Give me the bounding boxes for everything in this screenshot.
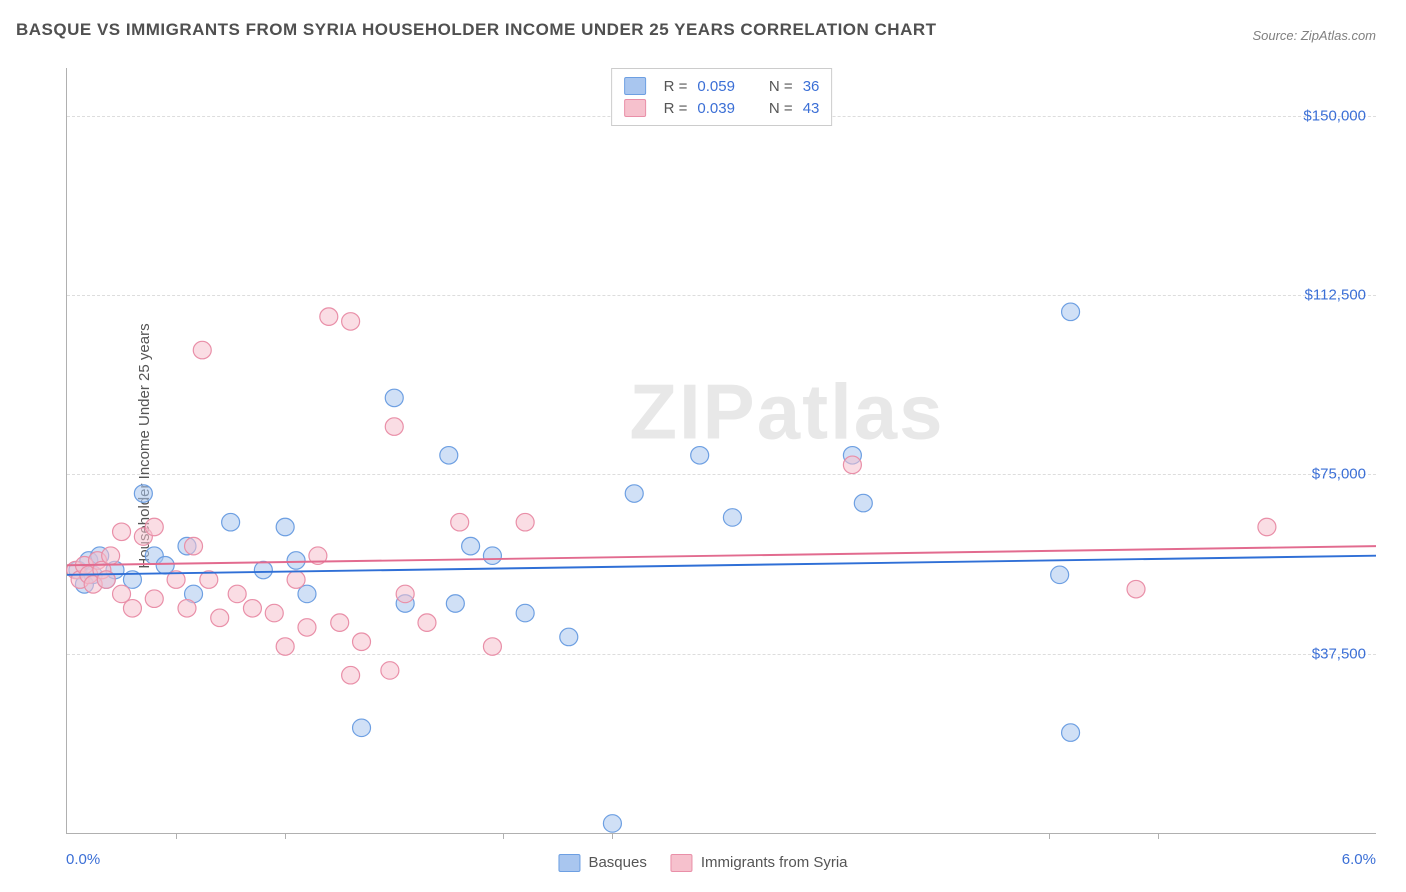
- n-label: N =: [769, 78, 793, 95]
- data-point: [113, 523, 131, 541]
- data-point: [843, 456, 861, 474]
- data-point: [145, 590, 163, 608]
- data-point: [1062, 724, 1080, 742]
- trend-line: [67, 546, 1376, 565]
- legend-item: Basques: [558, 854, 646, 872]
- x-tick: [612, 833, 613, 839]
- data-point: [298, 619, 316, 637]
- data-point: [320, 308, 338, 326]
- data-point: [211, 609, 229, 627]
- data-point: [396, 585, 414, 603]
- x-tick: [1049, 833, 1050, 839]
- source-attribution: Source: ZipAtlas.com: [1252, 28, 1376, 43]
- data-point: [342, 313, 360, 331]
- correlation-legend: R = 0.059 N = 36 R = 0.039 N = 43: [611, 68, 833, 126]
- data-point: [381, 662, 399, 680]
- data-point: [276, 518, 294, 536]
- data-point: [385, 389, 403, 407]
- legend-label: Basques: [588, 854, 646, 871]
- data-point: [1062, 303, 1080, 321]
- data-point: [113, 585, 131, 603]
- data-point: [287, 571, 305, 589]
- data-point: [1051, 566, 1069, 584]
- series-legend: Basques Immigrants from Syria: [558, 854, 847, 872]
- data-point: [331, 614, 349, 632]
- chart-title: BASQUE VS IMMIGRANTS FROM SYRIA HOUSEHOL…: [10, 10, 1396, 48]
- correlation-legend-row: R = 0.039 N = 43: [624, 97, 820, 119]
- scatter-svg: [67, 68, 1376, 833]
- legend-swatch: [671, 854, 693, 872]
- data-point: [603, 815, 621, 833]
- data-point: [178, 600, 196, 618]
- data-point: [185, 537, 203, 555]
- data-point: [276, 638, 294, 656]
- n-label: N =: [769, 100, 793, 117]
- data-point: [228, 585, 246, 603]
- r-value: 0.039: [697, 100, 735, 117]
- legend-swatch: [624, 99, 646, 117]
- legend-swatch: [558, 854, 580, 872]
- data-point: [353, 633, 371, 651]
- data-point: [243, 600, 261, 618]
- legend-item: Immigrants from Syria: [671, 854, 848, 872]
- data-point: [123, 600, 141, 618]
- data-point: [446, 595, 464, 613]
- x-axis-min-label: 0.0%: [66, 851, 100, 868]
- data-point: [560, 628, 578, 646]
- data-point: [440, 447, 458, 465]
- data-point: [418, 614, 436, 632]
- data-point: [625, 485, 643, 503]
- data-point: [1127, 580, 1145, 598]
- x-tick: [503, 833, 504, 839]
- data-point: [134, 485, 152, 503]
- r-label: R =: [664, 100, 688, 117]
- r-label: R =: [664, 78, 688, 95]
- correlation-legend-row: R = 0.059 N = 36: [624, 75, 820, 97]
- data-point: [462, 537, 480, 555]
- data-point: [516, 513, 534, 531]
- data-point: [385, 418, 403, 436]
- data-point: [854, 494, 872, 512]
- data-point: [353, 719, 371, 737]
- data-point: [145, 518, 163, 536]
- legend-swatch: [624, 77, 646, 95]
- data-point: [254, 561, 272, 579]
- n-value: 43: [803, 100, 820, 117]
- data-point: [222, 513, 240, 531]
- plot-area: ZIPatlas $37,500$75,000$112,500$150,000 …: [66, 68, 1376, 834]
- legend-label: Immigrants from Syria: [701, 854, 848, 871]
- x-tick: [285, 833, 286, 839]
- data-point: [483, 638, 501, 656]
- data-point: [265, 604, 283, 622]
- data-point: [298, 585, 316, 603]
- data-point: [342, 666, 360, 684]
- x-tick: [1158, 833, 1159, 839]
- data-point: [483, 547, 501, 565]
- data-point: [691, 447, 709, 465]
- data-point: [156, 556, 174, 574]
- n-value: 36: [803, 78, 820, 95]
- data-point: [102, 547, 120, 565]
- data-point: [723, 509, 741, 527]
- data-point: [287, 552, 305, 570]
- r-value: 0.059: [697, 78, 735, 95]
- x-axis-max-label: 6.0%: [1342, 851, 1376, 868]
- data-point: [451, 513, 469, 531]
- data-point: [193, 341, 211, 359]
- chart-container: BASQUE VS IMMIGRANTS FROM SYRIA HOUSEHOL…: [10, 10, 1396, 882]
- x-tick: [176, 833, 177, 839]
- data-point: [1258, 518, 1276, 536]
- data-point: [516, 604, 534, 622]
